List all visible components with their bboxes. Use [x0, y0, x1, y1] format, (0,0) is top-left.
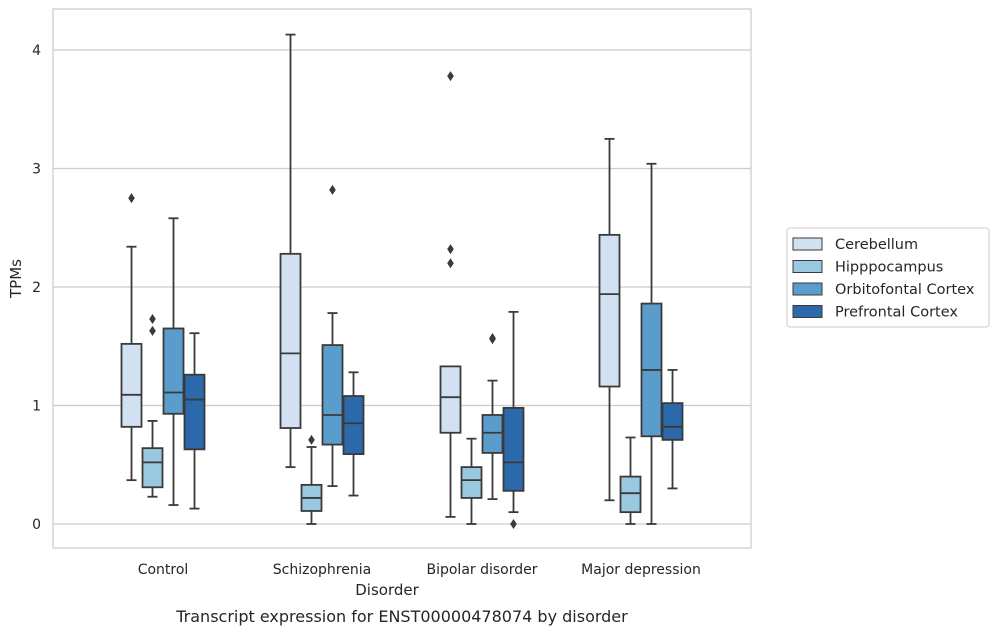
legend-swatch: [792, 260, 823, 273]
legend-frame: [786, 227, 990, 328]
legend-swatch: [792, 237, 823, 251]
box-series: [120, 33, 684, 529]
x-axis-ticks: Control Schizophrenia Bipolar disorder Majo…: [138, 562, 701, 578]
x-axis-label: Disorder: [355, 581, 419, 599]
outlier-point: [128, 193, 135, 204]
x-tick-label: Bipolar disorder: [426, 562, 537, 578]
box-0-3: [183, 332, 206, 510]
box-0-2: [162, 217, 185, 506]
chart-title: Transcript expression for ENST0000047807…: [175, 607, 628, 626]
box-iqr: [183, 373, 206, 451]
box-iqr: [460, 466, 483, 499]
box-iqr: [342, 395, 365, 455]
box-0-0: [120, 193, 143, 482]
outlier-point: [489, 332, 496, 343]
box-3-1: [619, 436, 642, 525]
box-1-3: [342, 371, 365, 497]
legend: Cerebellum Hipppocampus Orbitofontal Corte…: [786, 227, 990, 328]
box-2-1: [460, 437, 483, 525]
outlier-point: [447, 258, 454, 269]
box-1-0: [279, 33, 302, 469]
outlier-point: [149, 325, 156, 336]
legend-label: Prefrontal Cortex: [835, 305, 958, 321]
x-tick-label: Schizophrenia: [273, 562, 371, 578]
legend-label: Hipppocampus: [835, 260, 943, 276]
box-3-0: [598, 137, 621, 502]
y-tick-label: 0: [32, 517, 41, 533]
y-tick-label: 3: [32, 162, 41, 178]
legend-swatch: [792, 305, 823, 318]
y-tick-label: 1: [32, 399, 41, 415]
box-iqr: [661, 402, 684, 441]
box-iqr: [481, 414, 504, 454]
box-iqr: [162, 327, 185, 415]
box-1-2: [321, 184, 344, 487]
box-2-2: [481, 332, 504, 501]
box-0-1: [141, 313, 164, 498]
box-iqr: [502, 406, 525, 492]
outlier-point: [149, 313, 156, 324]
box-iqr: [321, 344, 344, 446]
box-iqr: [619, 475, 642, 514]
outlier-point: [510, 519, 517, 529]
y-axis-label: TPMs: [7, 259, 25, 299]
box-iqr: [141, 447, 164, 489]
y-axis-ticks: 0 1 2 3 4: [32, 43, 41, 533]
outlier-point: [447, 244, 454, 255]
legend-swatch: [792, 282, 823, 296]
box-1-1: [300, 434, 323, 525]
outlier-point: [329, 184, 336, 195]
box-iqr: [598, 233, 621, 388]
box-3-3: [661, 369, 684, 490]
x-tick-label: Control: [138, 562, 189, 578]
x-tick-label: Major depression: [581, 562, 701, 578]
outlier-point: [447, 71, 454, 82]
outlier-point: [308, 434, 315, 445]
box-2-0: [439, 71, 462, 518]
legend-label: Cerebellum: [835, 237, 918, 253]
legend-label: Orbitofontal Cortex: [835, 282, 975, 298]
box-iqr: [120, 342, 143, 428]
box-3-2: [640, 162, 663, 525]
plot-area-frame: [52, 8, 752, 549]
y-tick-label: 4: [32, 43, 41, 59]
box-iqr: [439, 365, 462, 434]
box-iqr: [279, 252, 302, 429]
box-2-3: [502, 310, 525, 529]
y-tick-label: 2: [32, 280, 41, 296]
